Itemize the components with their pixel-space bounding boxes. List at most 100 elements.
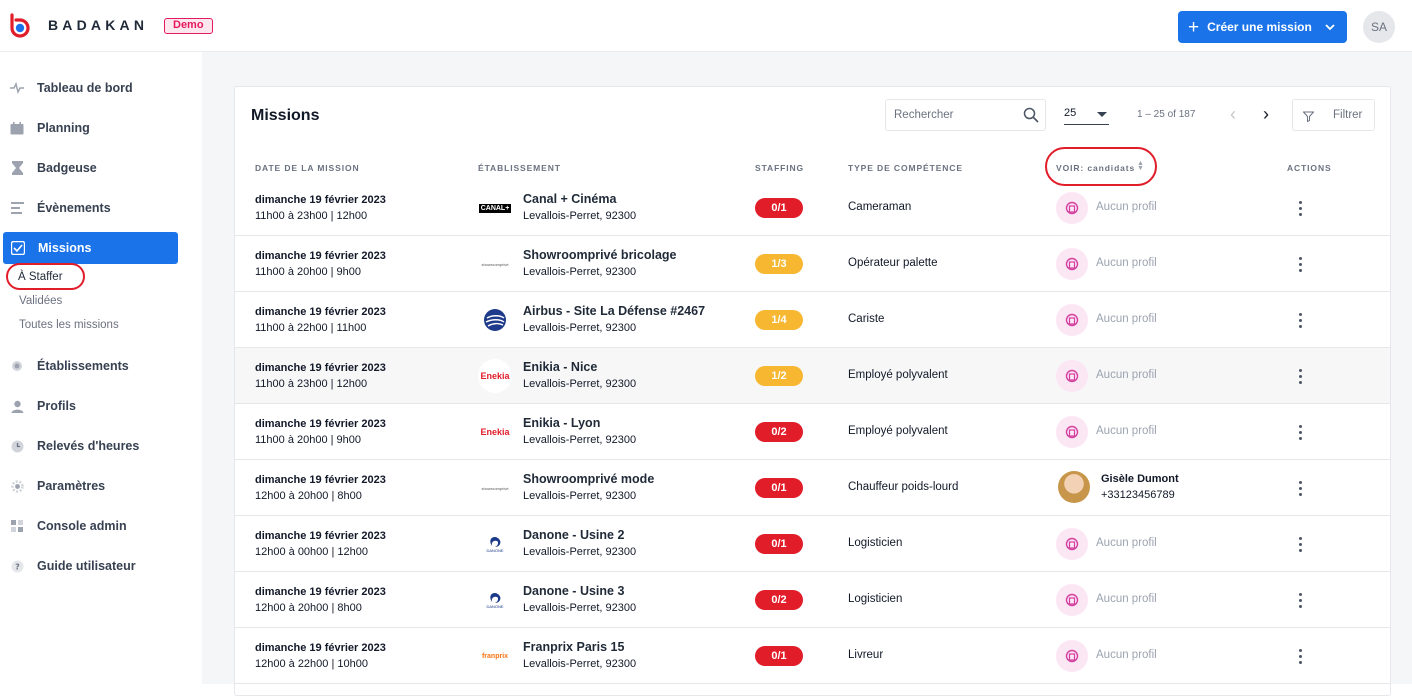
mission-date: dimanche 19 février 2023 — [255, 250, 386, 262]
sidebar-subitem-validees[interactable]: Validées — [19, 295, 63, 307]
table-row[interactable]: dimanche 19 février 2023 11h00 à 20h00 |… — [235, 404, 1390, 460]
no-profile-text: Aucun profil — [1096, 537, 1157, 549]
no-profile-text: Aucun profil — [1096, 649, 1157, 661]
sidebar-item-tableau-de-bord[interactable]: Tableau de bord — [0, 72, 202, 104]
caret-down-icon — [1097, 112, 1107, 117]
showroomprive-logo: showroomprivé — [481, 485, 509, 491]
establishment-name[interactable]: Danone - Usine 2 — [523, 528, 625, 542]
table-row[interactable]: dimanche 19 février 2023 11h00 à 23h00 |… — [235, 348, 1390, 404]
mission-hours: 12h00 à 00h00 | 12h00 — [255, 546, 368, 558]
table-row[interactable]: dimanche 19 février 2023 11h00 à 22h00 |… — [235, 292, 1390, 348]
establishment-address: Levallois-Perret, 92300 — [523, 210, 637, 222]
sidebar-item-etablissements[interactable]: Établissements — [0, 350, 202, 382]
sidebar-item-guide-utilisateur[interactable]: ? Guide utilisateur — [0, 550, 202, 582]
user-avatar[interactable]: SA — [1363, 11, 1395, 43]
mission-date: dimanche 19 février 2023 — [255, 362, 386, 374]
table-row[interactable]: dimanche 19 février 2023 12h00 à 20h00 |… — [235, 572, 1390, 628]
row-actions-menu-icon[interactable] — [1295, 416, 1305, 448]
sidebar-item-missions[interactable]: Missions — [3, 232, 178, 264]
sidebar-item-planning[interactable]: Planning — [0, 112, 202, 144]
skill-type: Cameraman — [848, 201, 912, 213]
establishment-name[interactable]: Franprix Paris 15 — [523, 640, 625, 654]
skill-type: Logisticien — [848, 593, 903, 605]
table-row[interactable]: dimanche 19 février 2023 12h00 à 00h00 |… — [235, 516, 1390, 572]
profile-placeholder-icon — [1056, 304, 1088, 336]
row-actions-menu-icon[interactable] — [1295, 584, 1305, 616]
establishment-name[interactable]: Showroomprivé bricolage — [523, 248, 677, 262]
column-header-staffing: STAFFING — [755, 163, 805, 173]
sidebar-item-console-admin[interactable]: Console admin — [0, 510, 202, 542]
establishment-name[interactable]: Danone - Usine 3 — [523, 584, 625, 598]
page-size-value: 25 — [1064, 107, 1077, 119]
mission-date: dimanche 19 février 2023 — [255, 194, 386, 206]
staffing-badge: 0/1 — [755, 478, 803, 498]
sidebar-item-badgeuse[interactable]: Badgeuse — [0, 152, 202, 184]
table-row[interactable]: dimanche 19 février 2023 11h00 à 23h00 |… — [235, 180, 1390, 236]
plus-icon: + — [1188, 16, 1200, 38]
sidebar-item-label: Établissements — [37, 359, 129, 373]
franprix-logo: franprix — [481, 652, 509, 660]
sidebar-subitem-a-staffer[interactable]: À Staffer — [18, 271, 63, 283]
column-header-voir[interactable]: VOIR: candidats — [1056, 163, 1136, 173]
filter-button[interactable]: Filtrer — [1292, 99, 1375, 131]
mission-date: dimanche 19 février 2023 — [255, 530, 386, 542]
establishment-name[interactable]: Canal + Cinéma — [523, 192, 617, 206]
chevron-down-icon[interactable] — [1325, 23, 1335, 31]
mission-hours: 12h00 à 20h00 | 8h00 — [255, 490, 362, 502]
row-actions-menu-icon[interactable] — [1295, 192, 1305, 224]
sidebar-item-parametres[interactable]: Paramètres — [0, 470, 202, 502]
row-actions-menu-icon[interactable] — [1295, 304, 1305, 336]
table-row[interactable]: dimanche 19 février 2023 12h00 à 22h00 |… — [235, 628, 1390, 684]
candidate-name[interactable]: Gisèle Dumont — [1101, 473, 1179, 485]
sidebar-subitem-toutes-les-missions[interactable]: Toutes les missions — [19, 319, 119, 331]
staffing-badge: 1/4 — [755, 310, 803, 330]
staffing-badge: 0/2 — [755, 590, 803, 610]
skill-type: Livreur — [848, 649, 884, 661]
establishment-name[interactable]: Showroomprivé mode — [523, 472, 655, 486]
table-row[interactable]: dimanche 19 février 2023 12h00 à 20h00 |… — [235, 460, 1390, 516]
staffing-badge: 1/2 — [755, 366, 803, 386]
mission-date: dimanche 19 février 2023 — [255, 418, 386, 430]
column-header-actions: ACTIONS — [1287, 163, 1332, 173]
highlight-circle-a-staffer — [6, 263, 85, 290]
staffing-badge: 0/1 — [755, 198, 803, 218]
row-actions-menu-icon[interactable] — [1295, 248, 1305, 280]
mission-hours: 12h00 à 22h00 | 10h00 — [255, 658, 368, 670]
establishment-name[interactable]: Enikia - Nice — [523, 360, 598, 374]
search-input[interactable]: Rechercher — [885, 99, 1046, 131]
demo-badge: Demo — [164, 18, 213, 34]
sidebar-item-profils[interactable]: Profils — [0, 390, 202, 422]
establishment-name[interactable]: Enikia - Lyon — [523, 416, 601, 430]
badakan-logo-icon[interactable] — [7, 13, 33, 39]
mission-hours: 11h00 à 20h00 | 9h00 — [255, 266, 362, 278]
airbus-logo: airbus — [478, 303, 512, 337]
brand-name: BADAKAN — [48, 17, 149, 33]
previous-page-button[interactable]: ‹ — [1230, 104, 1236, 124]
pagination-range: 1 – 25 of 187 — [1137, 109, 1196, 120]
sidebar-item-releves-d-heures[interactable]: Relevés d'heures — [0, 430, 202, 462]
create-mission-button[interactable]: + Créer une mission — [1178, 11, 1347, 43]
profile-placeholder-icon — [1056, 360, 1088, 392]
profile-placeholder-icon — [1056, 640, 1088, 672]
candidate-avatar[interactable] — [1058, 471, 1090, 503]
funnel-icon — [1303, 111, 1314, 122]
mission-hours: 11h00 à 22h00 | 11h00 — [255, 322, 367, 334]
grid-icon — [9, 518, 25, 534]
search-icon[interactable] — [1023, 107, 1039, 123]
establishment-name[interactable]: Airbus - Site La Défense #2467 — [523, 304, 706, 318]
mission-hours: 11h00 à 23h00 | 12h00 — [255, 210, 368, 222]
row-actions-menu-icon[interactable] — [1295, 528, 1305, 560]
sidebar-item-label: Paramètres — [37, 479, 106, 493]
page-size-select[interactable]: 25 — [1064, 107, 1109, 125]
sidebar-item-evenements[interactable]: Évènements — [0, 192, 202, 224]
establishment-address: Levallois-Perret, 92300 — [523, 658, 637, 670]
next-page-button[interactable]: › — [1263, 104, 1269, 124]
danone-logo: DANONE — [478, 583, 512, 617]
row-actions-menu-icon[interactable] — [1295, 360, 1305, 392]
no-profile-text: Aucun profil — [1096, 257, 1157, 269]
row-actions-menu-icon[interactable] — [1295, 472, 1305, 504]
no-profile-text: Aucun profil — [1096, 313, 1157, 325]
row-actions-menu-icon[interactable] — [1295, 640, 1305, 672]
table-row[interactable]: dimanche 19 février 2023 11h00 à 20h00 |… — [235, 236, 1390, 292]
staffing-badge: 0/1 — [755, 646, 803, 666]
